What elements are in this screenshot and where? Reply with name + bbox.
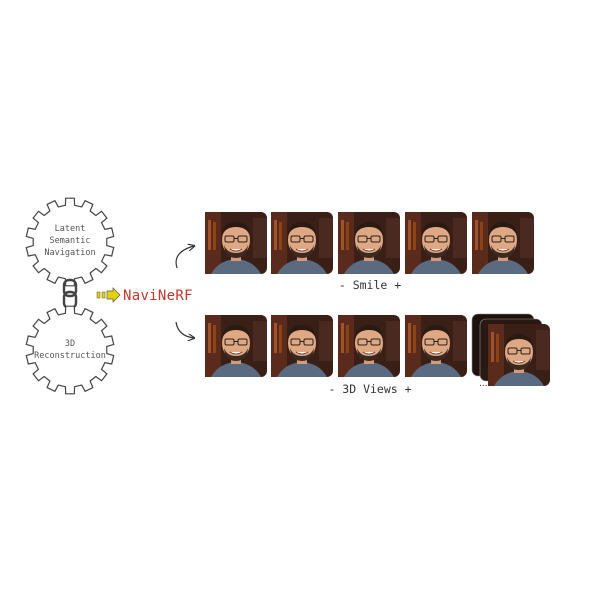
face-thumbnail	[488, 324, 550, 386]
curved-arrow-up-icon	[175, 246, 194, 269]
views-axis-label: - 3D Views +	[328, 382, 411, 396]
face-thumbnail	[205, 315, 267, 377]
smile-axis-label: - Smile +	[339, 278, 401, 292]
gear-outline-icon	[25, 305, 115, 395]
face-thumbnail	[405, 212, 467, 274]
gear-outline-icon	[25, 197, 115, 287]
face-thumbnail	[271, 212, 333, 274]
curved-arrow-down-icon	[175, 321, 194, 338]
face-thumbnail	[205, 212, 267, 274]
gear-label-line: 3D	[65, 339, 75, 349]
face-thumbnail	[338, 212, 400, 274]
more-views-ellipsis: ...	[479, 379, 488, 389]
smile-row: - Smile +	[205, 212, 534, 292]
face-thumbnail	[271, 315, 333, 377]
gear-label-line: Latent	[55, 224, 86, 234]
arrow-to-brand-icon	[96, 287, 121, 303]
gear-latent-semantic-navigation: Latent Semantic Navigation	[25, 197, 115, 287]
gear-label-line: Reconstruction	[34, 351, 106, 361]
face-thumbnail	[405, 315, 467, 377]
face-thumbnail	[472, 212, 534, 274]
gear-label-line: Navigation	[44, 248, 95, 258]
gear-label-line: Semantic	[50, 236, 91, 246]
gear-3d-reconstruction: 3D Reconstruction	[25, 305, 115, 395]
views-row: ... - 3D Views +	[205, 313, 550, 396]
face-thumbnail	[338, 315, 400, 377]
brand-title: NaviNeRF	[123, 288, 193, 304]
